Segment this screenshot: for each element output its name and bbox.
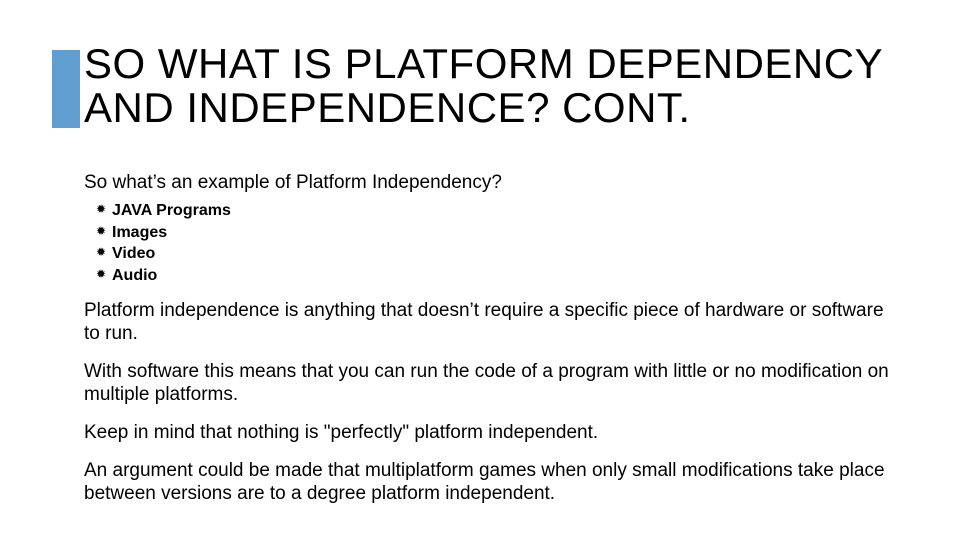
- list-item-label: Images: [112, 224, 167, 241]
- list-item: ✹ Images: [96, 222, 894, 244]
- paragraph: An argument could be made that multiplat…: [84, 460, 894, 505]
- list-item: ✹ Audio: [96, 265, 894, 287]
- slide: SO WHAT IS PLATFORM DEPENDENCY AND INDEP…: [0, 0, 960, 540]
- paragraph: Keep in mind that nothing is "perfectly"…: [84, 422, 894, 444]
- slide-content: So what’s an example of Platform Indepen…: [84, 172, 894, 521]
- list-item-label: JAVA Programs: [112, 202, 231, 219]
- list-item: ✹ JAVA Programs: [96, 200, 894, 222]
- bullet-list: ✹ JAVA Programs ✹ Images ✹ Video ✹ Audio: [96, 200, 894, 286]
- bullet-star-icon: ✹: [96, 201, 106, 217]
- slide-title: SO WHAT IS PLATFORM DEPENDENCY AND INDEP…: [84, 42, 904, 130]
- bullet-star-icon: ✹: [96, 223, 106, 239]
- bullet-star-icon: ✹: [96, 266, 106, 282]
- list-item-label: Video: [112, 245, 155, 262]
- subheading: So what’s an example of Platform Indepen…: [84, 172, 894, 194]
- list-item: ✹ Video: [96, 243, 894, 265]
- title-accent-bar: [52, 50, 80, 128]
- paragraph: With software this means that you can ru…: [84, 361, 894, 406]
- paragraph: Platform independence is anything that d…: [84, 300, 894, 345]
- bullet-star-icon: ✹: [96, 244, 106, 260]
- list-item-label: Audio: [112, 267, 157, 284]
